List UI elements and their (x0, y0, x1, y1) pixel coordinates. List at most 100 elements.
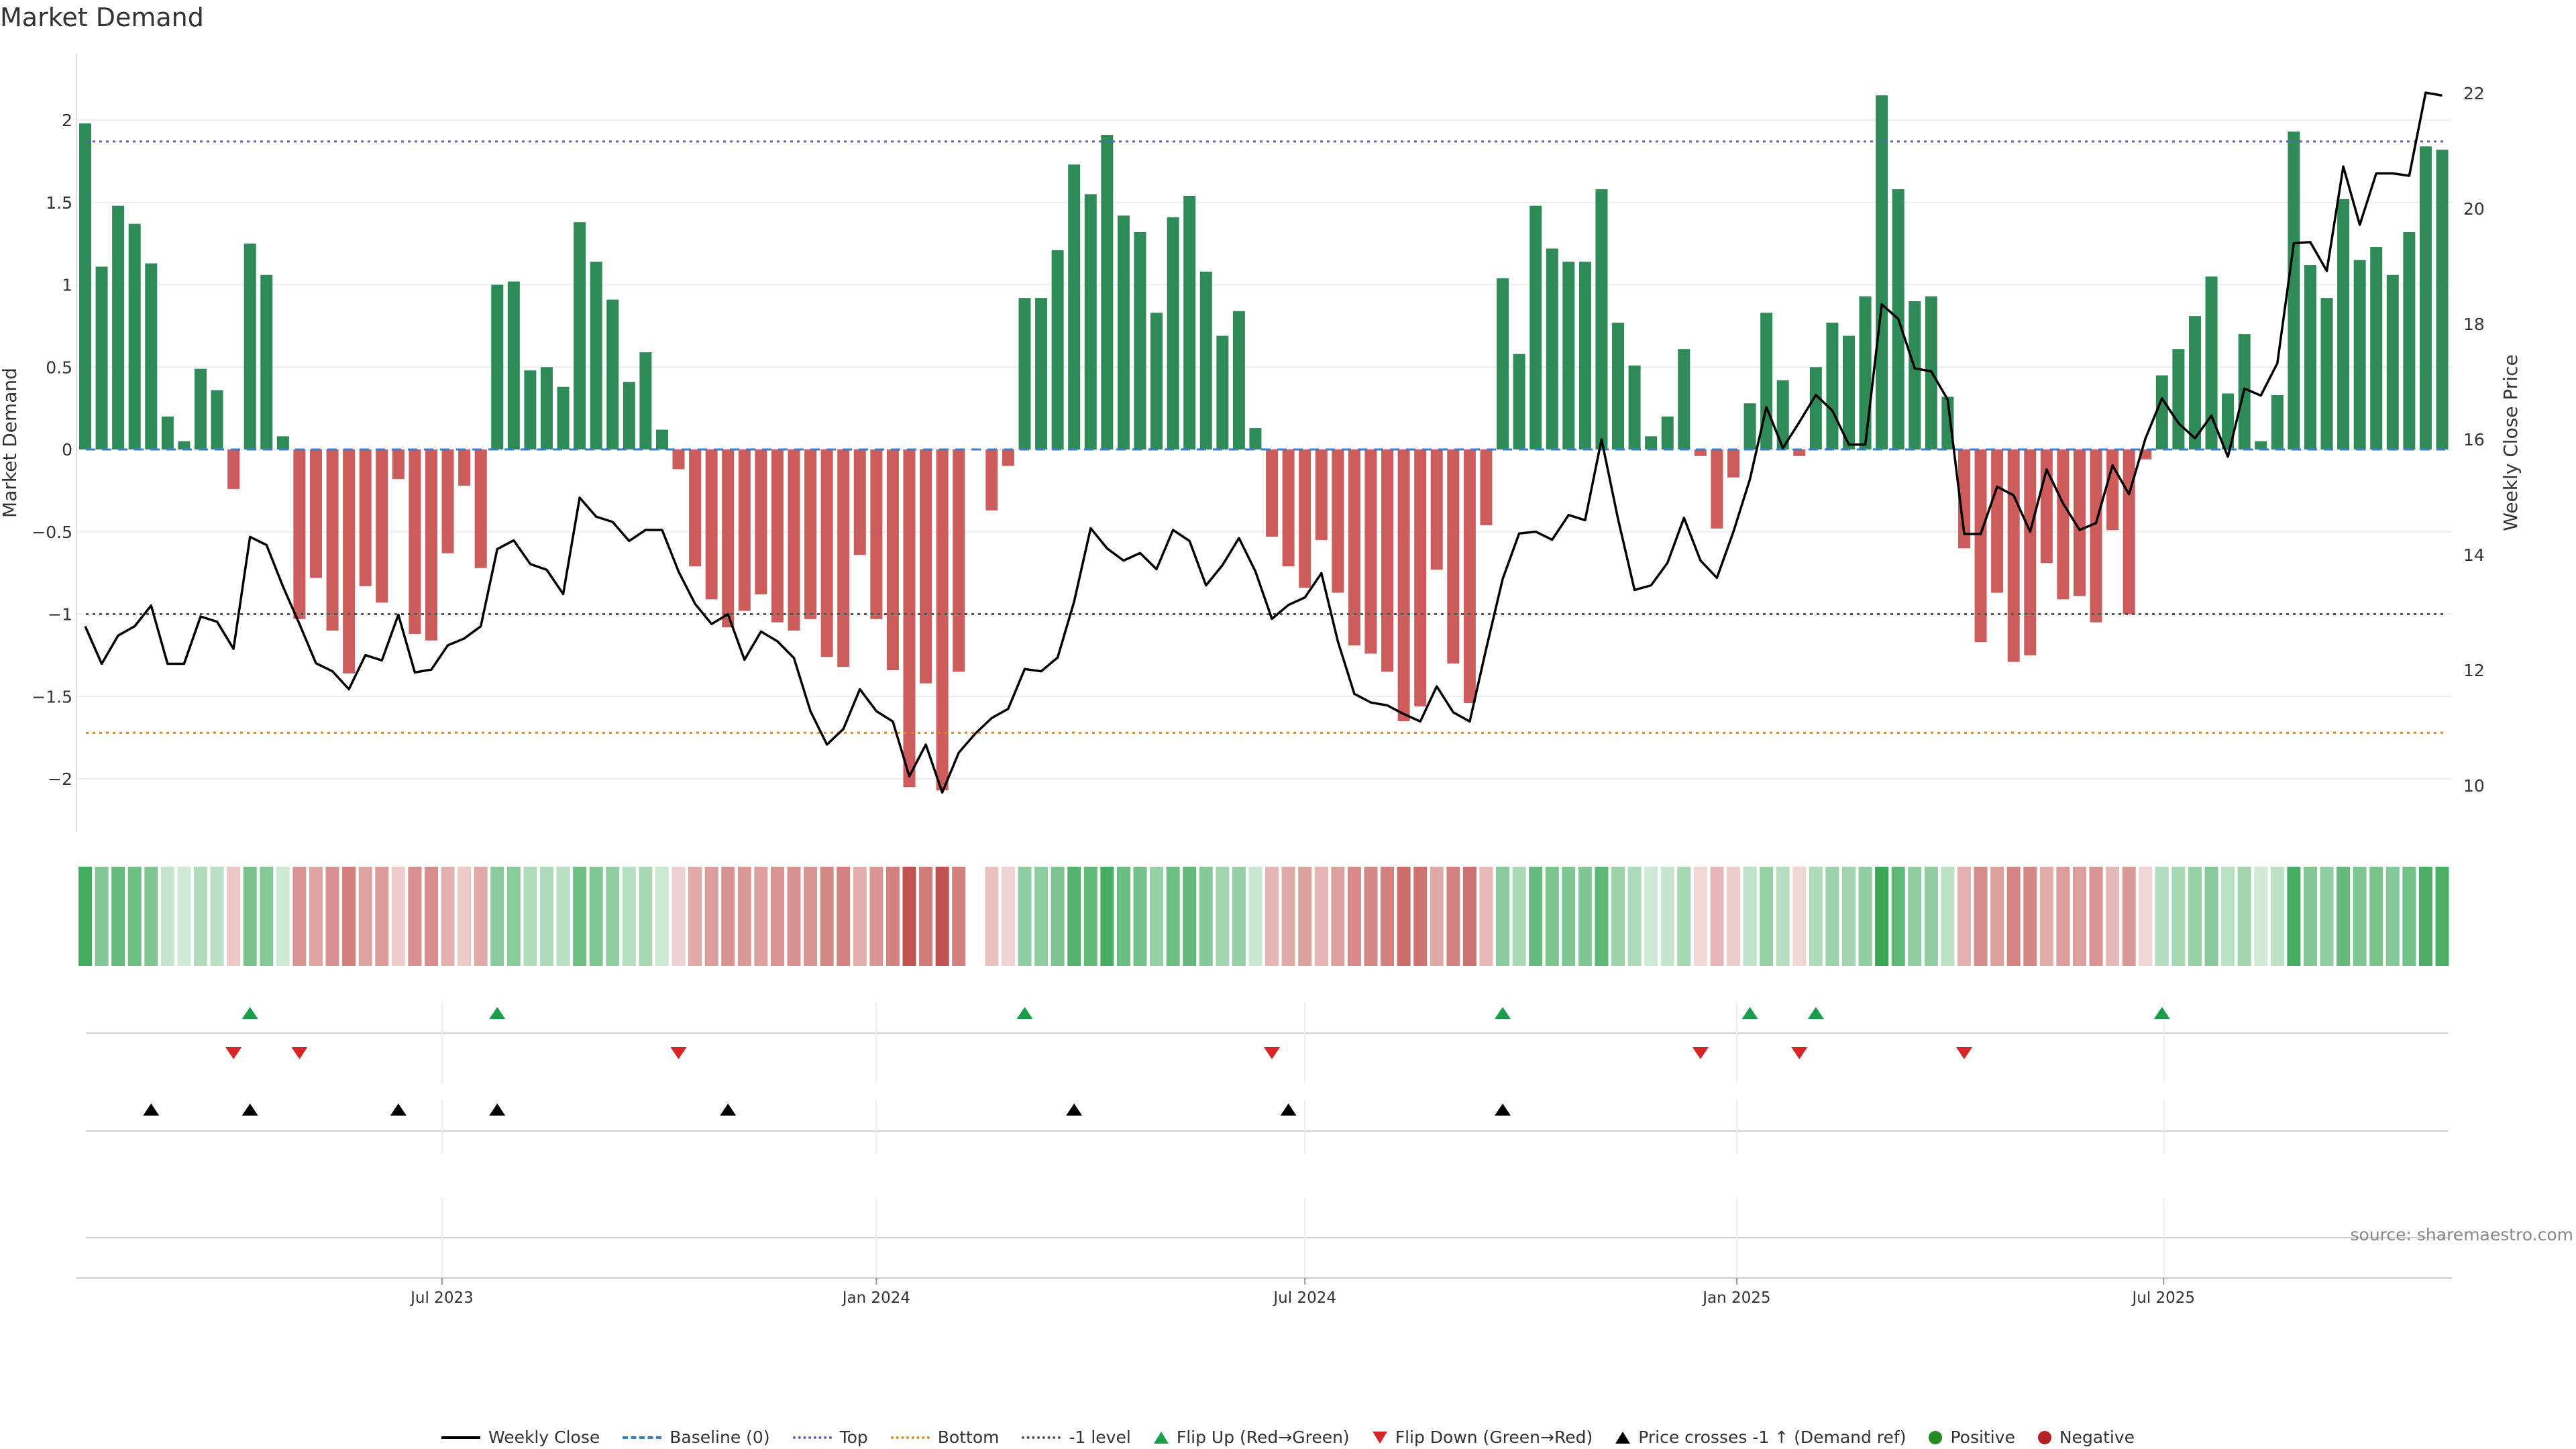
flip-up-marker (1741, 1007, 1758, 1019)
flip-up-marker (1016, 1007, 1033, 1019)
demand-bar (1018, 298, 1031, 449)
demand-bar (1134, 231, 1146, 449)
heatmap-cell (885, 867, 900, 966)
heatmap-cell (1314, 867, 1328, 966)
demand-bar (376, 449, 388, 603)
chart-title: Market Demand (0, 3, 204, 32)
demand-bar (441, 449, 454, 553)
heatmap-cell (1792, 867, 1807, 966)
demand-bar (1150, 313, 1163, 449)
demand-bar (2370, 247, 2383, 449)
heatmap-cell (358, 867, 372, 966)
heatmap-cell (1364, 867, 1378, 966)
demand-bar (886, 449, 899, 670)
demand-bar (672, 449, 685, 470)
y-tick-label: 1 (62, 276, 72, 295)
heatmap-cell (1858, 867, 1872, 966)
demand-bar (738, 449, 751, 611)
demand-bar (1612, 322, 1625, 449)
demand-bar (1414, 449, 1427, 706)
heatmap-cell (655, 867, 669, 966)
demand-bar (1167, 217, 1179, 449)
heatmap-cell (1496, 867, 1510, 966)
y-tick-label: −0.5 (32, 523, 72, 542)
price-cross-marker (241, 1104, 258, 1116)
demand-bar (1529, 205, 1542, 449)
demand-bar (2007, 449, 2020, 662)
demand-bar (1941, 396, 1954, 449)
heatmap-cell (1677, 867, 1691, 966)
demand-bar (837, 449, 850, 667)
demand-bar (2304, 265, 2316, 449)
y2-tick-label: 22 (2463, 84, 2485, 103)
demand-bar (2337, 199, 2350, 449)
y2-tick-label: 10 (2463, 776, 2485, 796)
heatmap-cell (1710, 867, 1724, 966)
price-cross-marker (720, 1104, 737, 1116)
heatmap-cell (1809, 867, 1823, 966)
y2-tick-label: 16 (2463, 430, 2485, 449)
demand-bar (1266, 449, 1279, 537)
x-tick-label: Jan 2025 (1701, 1289, 1770, 1307)
heatmap-cell (375, 867, 389, 966)
price-line (84, 91, 2443, 794)
heatmap-cell (1941, 867, 1955, 966)
heatmap-cell (78, 867, 92, 966)
heatmap-cell (1281, 867, 1295, 966)
legend-dot-icon (2037, 1430, 2051, 1444)
demand-bar (1199, 271, 1212, 449)
demand-bar (392, 449, 405, 480)
heatmap-cell (2188, 867, 2202, 966)
demand-bar (804, 449, 817, 619)
demand-bar (409, 449, 421, 634)
heatmap-cell (1034, 867, 1049, 966)
demand-bar (1332, 449, 1344, 593)
heatmap-cell (2337, 867, 2351, 966)
triangle-up-icon (1615, 1431, 1631, 1444)
demand-bar (194, 368, 207, 449)
heatmap-cell (1347, 867, 1361, 966)
heatmap-cell (1100, 867, 1114, 966)
heatmap-cell (1841, 867, 1856, 966)
demand-bar (2090, 449, 2102, 623)
y-tick-label: −1.5 (32, 687, 72, 706)
flip-up-marker (1495, 1007, 1511, 1019)
demand-bar (2073, 449, 2086, 596)
axes: 2 1.5 1 0.5 0 −0.5 −1 −1.5 −2 22 20 18 16 14 12 10 Marke… (0, 54, 2522, 832)
heatmap-cell (391, 867, 405, 966)
y-tick-label: −2 (48, 769, 72, 789)
heatmap-cell (441, 867, 455, 966)
heatmap-cell (556, 867, 570, 966)
legend-line-swatch (1022, 1436, 1061, 1439)
demand-bar (359, 449, 372, 586)
heatmap-cell (1578, 867, 1592, 966)
demand-bar (903, 449, 916, 788)
flip-up-marker (1807, 1007, 1824, 1019)
demand-bar (1957, 449, 1970, 549)
heatmap-cell (935, 867, 949, 966)
demand-bar (2106, 449, 2119, 531)
demand-bar (722, 449, 735, 628)
heatmap-cell (127, 867, 142, 966)
heatmap-cell (193, 867, 207, 966)
heatmap-cell (2254, 867, 2268, 966)
heatmap-cell (2385, 867, 2400, 966)
heatmap-cell (1116, 867, 1130, 966)
legend-label: Flip Down (Green→Red) (1395, 1428, 1593, 1447)
demand-bar (936, 449, 949, 791)
heatmap-cell (1183, 867, 1197, 966)
heatmap-cell (1462, 867, 1477, 966)
heatmap-cell (1265, 867, 1279, 966)
demand-bar (788, 449, 800, 631)
heatmap-cell (1891, 867, 1905, 966)
demand-bar (1035, 298, 1048, 449)
demand-bar (178, 441, 191, 449)
demand-bar (2436, 150, 2449, 449)
demand-bar (1216, 335, 1229, 449)
heatmap-cell (1727, 867, 1740, 966)
demand-bar (2057, 449, 2070, 600)
legend-dot-icon (1929, 1430, 1943, 1444)
demand-bar (2123, 449, 2135, 614)
demand-bar (1084, 194, 1097, 449)
heatmap-cell (1924, 867, 1938, 966)
